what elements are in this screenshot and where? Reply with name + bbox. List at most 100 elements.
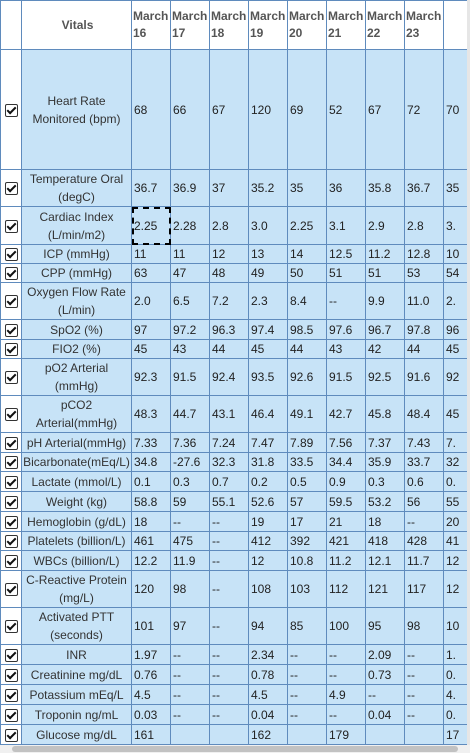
value-cell[interactable]: 12.1 <box>365 550 405 571</box>
value-cell[interactable]: 92.5 <box>365 358 405 396</box>
value-cell[interactable]: -- <box>209 607 249 645</box>
value-cell[interactable]: 49 <box>248 263 288 283</box>
value-cell[interactable]: -- <box>170 511 210 532</box>
value-cell[interactable]: 475 <box>170 531 210 551</box>
value-cell[interactable]: 35.2 <box>248 169 288 207</box>
value-cell[interactable]: 9.9 <box>365 282 405 320</box>
value-cell[interactable]: 53 <box>404 263 444 283</box>
horizontal-scrollbar[interactable] <box>0 745 470 753</box>
value-cell[interactable]: 92.3 <box>131 358 171 396</box>
value-cell[interactable]: 51 <box>365 263 405 283</box>
value-cell[interactable] <box>209 724 249 745</box>
value-cell[interactable]: 14 <box>287 244 327 264</box>
value-cell[interactable]: 103 <box>287 570 327 608</box>
value-cell[interactable]: 0.6 <box>404 471 444 492</box>
header-date-2[interactable]: March 18 <box>209 0 249 50</box>
row-checkbox[interactable] <box>4 248 18 262</box>
value-cell[interactable]: 36.9 <box>170 169 210 207</box>
value-cell[interactable]: 97 <box>170 607 210 645</box>
value-cell[interactable]: 33.5 <box>287 452 327 472</box>
value-cell[interactable]: 42.7 <box>326 395 366 433</box>
value-cell[interactable]: 2. <box>443 282 470 320</box>
value-cell[interactable]: 0.78 <box>248 664 288 685</box>
value-cell[interactable]: 18 <box>365 511 405 532</box>
row-checkbox[interactable] <box>4 648 18 662</box>
value-cell[interactable]: 0.2 <box>248 471 288 492</box>
value-cell[interactable]: 43 <box>170 339 210 359</box>
value-cell[interactable]: 35 <box>287 169 327 207</box>
value-cell[interactable]: -- <box>209 570 249 608</box>
row-checkbox[interactable] <box>4 535 18 549</box>
row-checkbox[interactable] <box>4 182 18 196</box>
value-cell[interactable]: -- <box>404 664 444 685</box>
value-cell[interactable]: 93.5 <box>248 358 288 396</box>
value-cell[interactable]: -- <box>170 644 210 665</box>
value-cell[interactable]: 98 <box>404 607 444 645</box>
header-date-5[interactable]: March 21 <box>326 0 366 50</box>
value-cell[interactable]: 7.43 <box>404 432 444 453</box>
value-cell[interactable]: 34.8 <box>131 452 171 472</box>
row-checkbox[interactable] <box>4 495 18 509</box>
value-cell[interactable]: 418 <box>365 531 405 551</box>
value-cell[interactable]: 45 <box>443 395 470 433</box>
value-cell[interactable]: 63 <box>131 263 171 283</box>
value-cell[interactable]: -- <box>287 664 327 685</box>
value-cell[interactable]: 11.2 <box>326 550 366 571</box>
value-cell[interactable]: -- <box>287 644 327 665</box>
value-cell[interactable]: 8.4 <box>287 282 327 320</box>
value-cell[interactable]: -- <box>326 704 366 725</box>
value-cell[interactable]: 46.4 <box>248 395 288 433</box>
value-cell[interactable]: 67 <box>365 49 405 170</box>
value-cell[interactable]: 2.8 <box>404 206 444 245</box>
value-cell[interactable]: 13 <box>248 244 288 264</box>
row-checkbox[interactable] <box>4 343 18 357</box>
value-cell[interactable]: -- <box>209 684 249 705</box>
value-cell[interactable]: 35 <box>443 169 470 207</box>
value-cell[interactable]: 44 <box>287 339 327 359</box>
value-cell[interactable]: 53.2 <box>365 491 405 512</box>
value-cell[interactable]: 20 <box>443 511 470 532</box>
header-date-7[interactable]: March 23 <box>404 0 444 50</box>
header-date-6[interactable]: March 22 <box>365 0 405 50</box>
value-cell[interactable]: 11 <box>170 244 210 264</box>
value-cell[interactable]: 120 <box>131 570 171 608</box>
value-cell[interactable]: -- <box>170 684 210 705</box>
value-cell[interactable] <box>287 724 327 745</box>
value-cell[interactable]: -- <box>209 704 249 725</box>
value-cell[interactable]: 51 <box>326 263 366 283</box>
value-cell[interactable] <box>170 724 210 745</box>
value-cell[interactable]: 66 <box>170 49 210 170</box>
value-cell[interactable]: 101 <box>131 607 171 645</box>
row-checkbox[interactable] <box>4 688 18 702</box>
value-cell[interactable]: 59 <box>170 491 210 512</box>
value-cell[interactable]: 57 <box>287 491 327 512</box>
value-cell[interactable]: 17 <box>443 724 470 745</box>
value-cell[interactable]: 56 <box>404 491 444 512</box>
value-cell[interactable]: 12.5 <box>326 244 366 264</box>
value-cell[interactable]: -27.6 <box>170 452 210 472</box>
row-checkbox[interactable] <box>4 295 18 309</box>
value-cell[interactable]: 4.5 <box>131 684 171 705</box>
value-cell[interactable]: 85 <box>287 607 327 645</box>
value-cell[interactable]: -- <box>209 664 249 685</box>
value-cell[interactable]: 0.1 <box>131 471 171 492</box>
value-cell[interactable]: 43 <box>326 339 366 359</box>
value-cell[interactable]: 45 <box>131 339 171 359</box>
value-cell[interactable]: 52 <box>326 49 366 170</box>
value-cell[interactable]: 72 <box>404 49 444 170</box>
value-cell[interactable]: 97.8 <box>404 319 444 340</box>
value-cell[interactable]: 50 <box>287 263 327 283</box>
value-cell[interactable]: 98.5 <box>287 319 327 340</box>
value-cell[interactable]: 97 <box>131 319 171 340</box>
value-cell[interactable]: 2.25 <box>287 206 327 245</box>
value-cell[interactable]: 45.8 <box>365 395 405 433</box>
value-cell[interactable]: 49.1 <box>287 395 327 433</box>
value-cell[interactable]: 47 <box>170 263 210 283</box>
value-cell[interactable]: 179 <box>326 724 366 745</box>
value-cell[interactable]: 97.4 <box>248 319 288 340</box>
value-cell[interactable]: 45 <box>248 339 288 359</box>
value-cell[interactable]: 0.3 <box>365 471 405 492</box>
row-checkbox[interactable] <box>4 708 18 722</box>
value-cell[interactable]: 97.2 <box>170 319 210 340</box>
value-cell[interactable]: 41 <box>443 531 470 551</box>
